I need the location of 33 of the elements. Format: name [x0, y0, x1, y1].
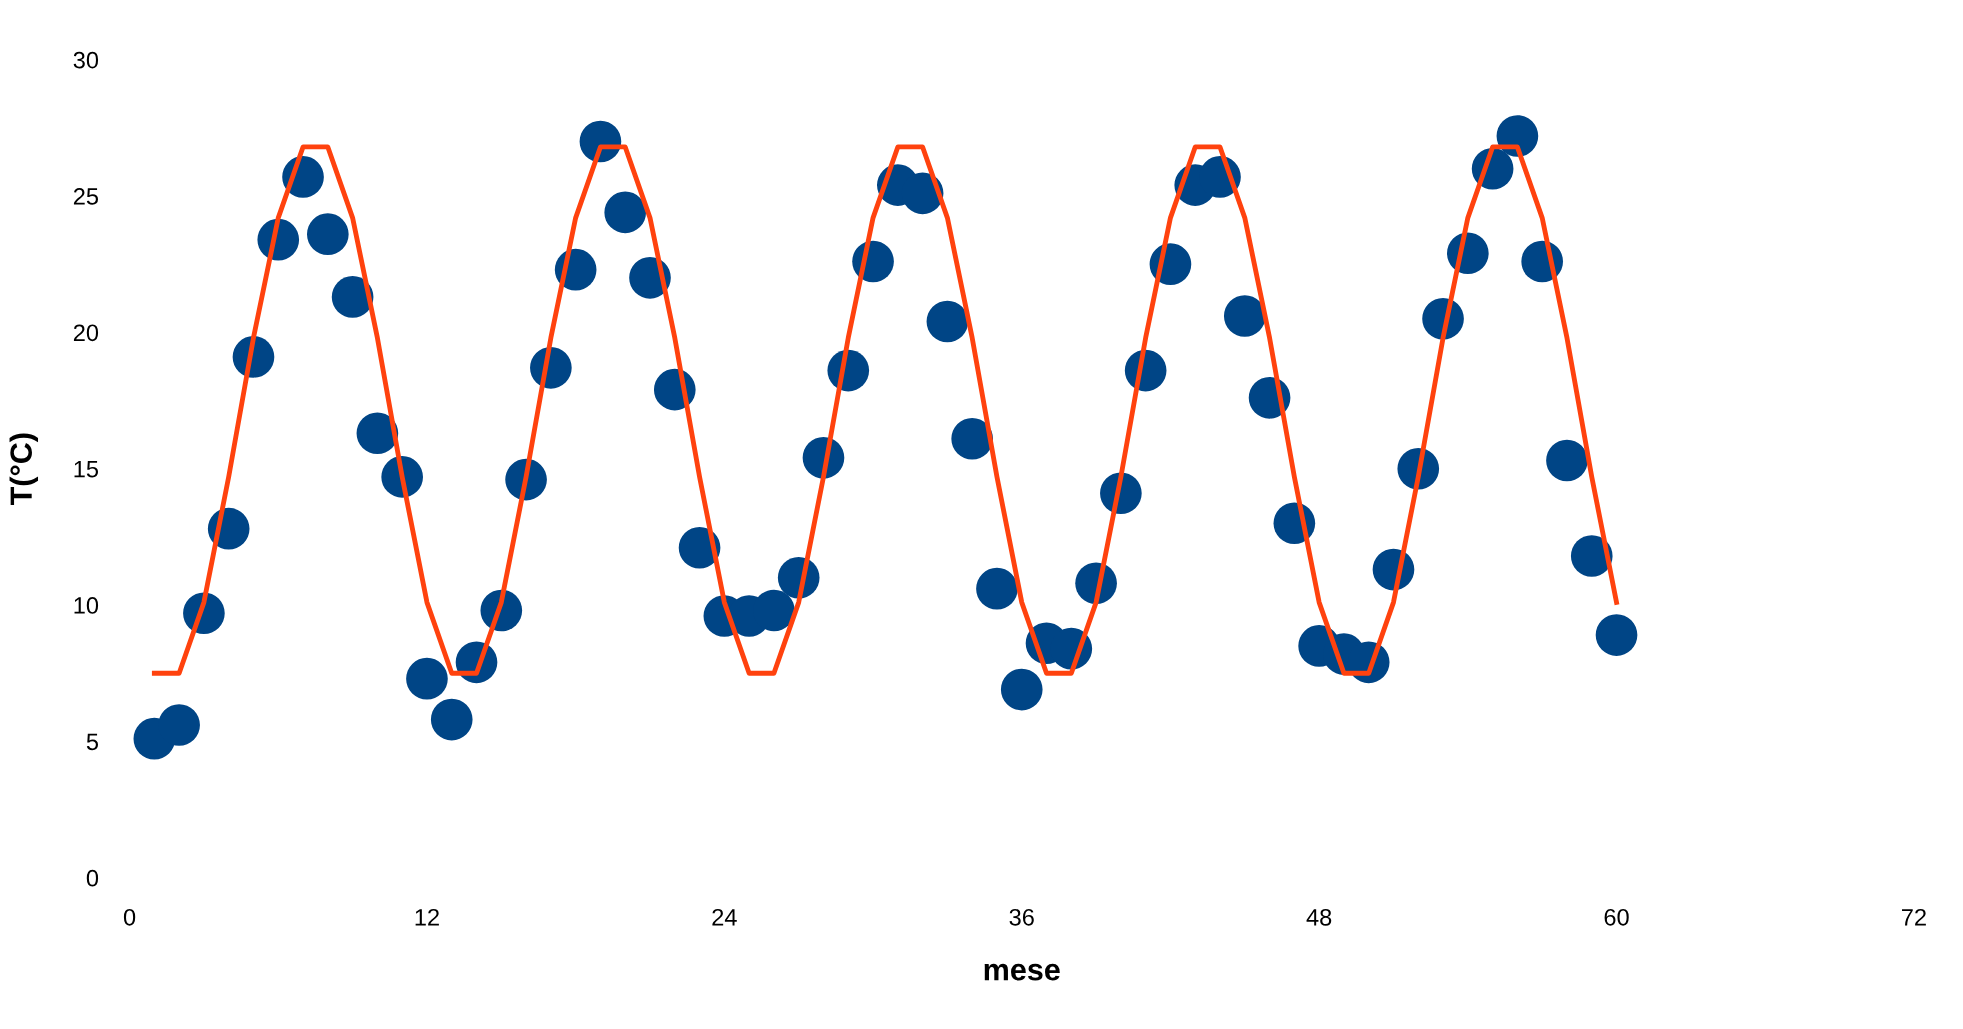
- x-tick-label: 48: [1306, 908, 1332, 926]
- x-axis-title: mese: [984, 963, 1060, 981]
- y-tick-label: 30: [73, 51, 99, 69]
- y-axis-title: T(°C): [9, 433, 39, 506]
- x-tick-label: 0: [123, 908, 136, 926]
- y-tick-label: 15: [74, 461, 99, 478]
- point: [951, 417, 994, 460]
- point: [1570, 535, 1613, 577]
- point: [1223, 295, 1266, 337]
- x-tick-label: 12: [415, 908, 439, 926]
- y-tick-label: 5: [86, 733, 99, 751]
- point: [604, 191, 647, 234]
- point: [356, 412, 399, 455]
- point: [306, 213, 349, 256]
- x-tick-label: 36: [1009, 908, 1034, 926]
- point: [331, 276, 374, 318]
- point: [158, 704, 200, 746]
- point: [1496, 115, 1539, 157]
- point: [406, 657, 448, 700]
- point: [430, 698, 473, 741]
- x-tick-label: 60: [1604, 908, 1629, 926]
- y-tick-label: 10: [74, 597, 99, 614]
- point: [1546, 439, 1588, 482]
- point: [1595, 614, 1638, 656]
- y-tick-label: 0: [86, 869, 99, 887]
- point: [1000, 668, 1043, 711]
- x-tick-label: 24: [712, 908, 737, 926]
- line-series: [151, 144, 1619, 676]
- y-tick-label: 25: [73, 188, 99, 205]
- point: [926, 300, 969, 343]
- y-tick-label: 20: [73, 324, 99, 342]
- point: [976, 567, 1018, 610]
- x-tick-label: 72: [1902, 908, 1926, 926]
